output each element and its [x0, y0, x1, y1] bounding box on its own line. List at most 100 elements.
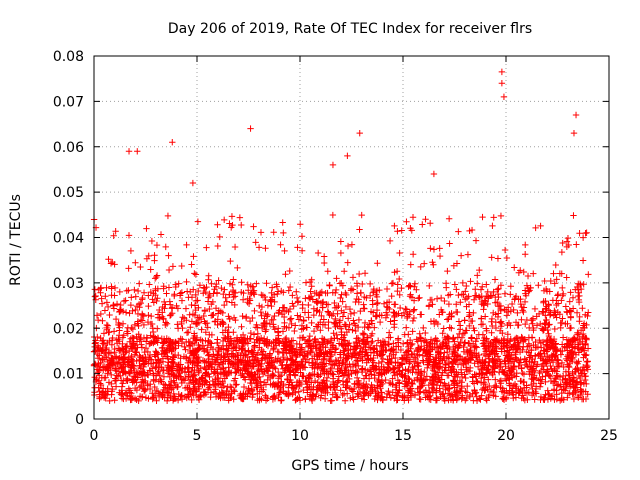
data-point — [280, 313, 288, 321]
data-point — [418, 343, 425, 350]
data-point — [238, 349, 246, 357]
data-point — [360, 392, 367, 400]
data-point — [240, 391, 247, 399]
data-point — [519, 369, 526, 377]
data-point — [136, 352, 143, 360]
data-point — [518, 333, 525, 341]
x-tick-label: 20 — [497, 428, 515, 444]
data-point — [94, 369, 102, 376]
data-point — [108, 291, 115, 299]
data-point — [515, 269, 523, 276]
data-point — [320, 253, 328, 260]
data-point — [464, 368, 472, 375]
data-point — [207, 393, 214, 401]
data-point — [522, 241, 529, 249]
y-axis-ticks: 00.010.020.030.040.050.060.070.08 — [53, 49, 609, 428]
data-point — [569, 336, 576, 343]
data-point — [297, 313, 304, 320]
data-point — [502, 342, 510, 349]
data-point — [342, 343, 349, 350]
data-point — [149, 395, 156, 403]
data-point — [163, 290, 170, 297]
data-point — [252, 354, 259, 362]
data-point — [420, 376, 427, 383]
data-point — [186, 338, 194, 346]
data-point — [555, 362, 562, 370]
data-point — [255, 244, 263, 251]
data-point — [338, 328, 345, 336]
data-point — [172, 345, 179, 352]
data-point — [105, 329, 112, 336]
data-point — [554, 357, 562, 364]
data-point — [576, 230, 583, 237]
data-point — [366, 280, 374, 288]
data-point — [531, 396, 538, 403]
data-point — [564, 347, 571, 354]
data-point — [283, 349, 290, 356]
data-point — [344, 152, 351, 160]
data-point — [149, 370, 157, 377]
data-point — [229, 361, 236, 369]
data-point — [410, 307, 417, 314]
data-point — [553, 395, 561, 403]
data-point — [548, 393, 556, 400]
data-point — [580, 354, 587, 361]
data-point — [212, 283, 220, 290]
data-point — [97, 289, 104, 296]
data-point — [166, 384, 174, 391]
data-point — [493, 348, 500, 355]
data-point — [212, 390, 220, 398]
data-point — [262, 296, 269, 304]
data-point — [426, 389, 433, 396]
data-point — [166, 298, 173, 305]
data-point — [279, 353, 287, 361]
data-point — [110, 232, 117, 239]
data-point — [123, 287, 130, 295]
data-point — [490, 384, 498, 391]
data-point — [517, 377, 524, 385]
data-point — [147, 288, 155, 296]
data-point — [128, 294, 135, 301]
data-point — [101, 307, 109, 314]
data-point — [327, 397, 334, 405]
data-point — [102, 395, 109, 402]
data-point — [523, 361, 530, 369]
data-point — [417, 396, 424, 403]
data-point — [210, 370, 218, 377]
data-point — [484, 386, 491, 393]
data-point — [520, 378, 527, 386]
data-point — [349, 388, 357, 395]
data-point — [391, 269, 398, 276]
data-point — [353, 357, 360, 364]
data-point — [333, 331, 340, 339]
data-point — [414, 338, 421, 345]
data-point — [164, 363, 172, 371]
data-point — [268, 372, 276, 380]
data-point — [520, 371, 528, 378]
data-point — [206, 292, 214, 300]
data-point — [578, 387, 585, 395]
data-point — [165, 252, 172, 259]
data-point — [440, 325, 447, 332]
data-point — [507, 308, 515, 315]
data-point — [407, 224, 414, 232]
data-point — [556, 270, 564, 277]
data-point — [485, 365, 492, 373]
data-point — [370, 354, 377, 362]
data-point — [499, 385, 506, 392]
data-point — [239, 331, 247, 339]
data-point — [294, 298, 302, 305]
data-point — [348, 241, 356, 248]
data-point — [95, 365, 103, 373]
data-point — [192, 388, 200, 395]
data-point — [447, 291, 454, 298]
data-point — [489, 368, 496, 376]
data-point — [359, 331, 367, 339]
data-point — [274, 288, 282, 295]
data-point — [270, 358, 278, 366]
data-point — [536, 383, 544, 390]
data-point — [424, 364, 431, 372]
data-point — [126, 358, 133, 365]
data-point — [410, 314, 418, 322]
data-point — [454, 382, 461, 389]
